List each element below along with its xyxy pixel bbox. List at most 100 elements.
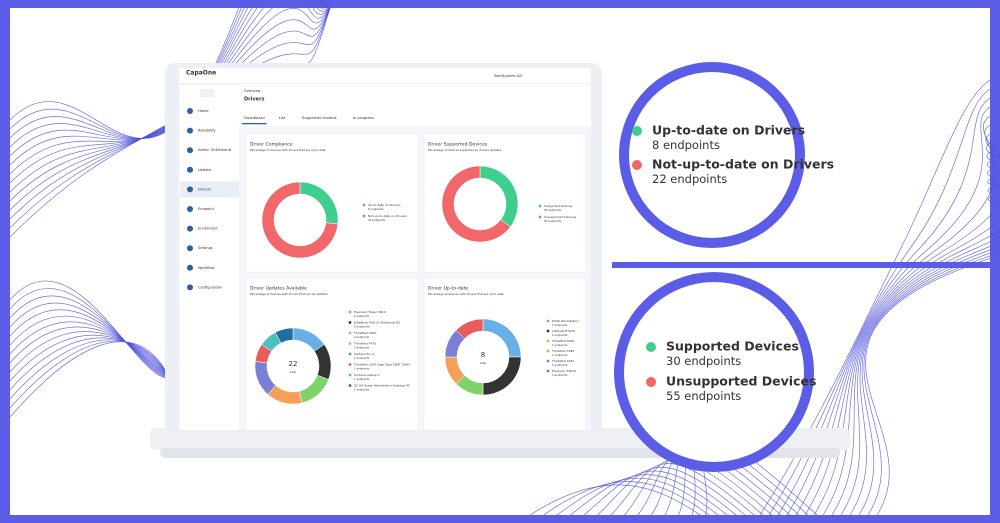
wave-line [9, 0, 331, 184]
nav-icon [187, 127, 193, 134]
legend-count: 1 endpoints [354, 388, 370, 392]
legend-count: 2 endpoints [354, 325, 370, 329]
legend-name: ThinkPad T470 [353, 342, 376, 346]
page-title: Drivers [244, 97, 264, 103]
tab-underline [242, 123, 267, 125]
legend-dot [546, 319, 550, 323]
nav-icon [187, 245, 193, 252]
wave-line [822, 142, 1000, 516]
nav-icon [187, 264, 193, 271]
donut-segment [455, 318, 484, 339]
nav-item[interactable]: Enrollment [198, 227, 218, 231]
nav-icon [187, 186, 193, 193]
legend-dot [348, 321, 352, 324]
legend-count: 8 endpoints [368, 207, 384, 211]
donut-center-caption: total [290, 370, 296, 374]
legend-dot [348, 310, 352, 314]
legend-dot [362, 214, 366, 218]
tab[interactable]: Supported models [302, 115, 337, 120]
nav-item[interactable]: Configuration [198, 285, 222, 289]
callout-dot [632, 160, 642, 170]
panel-subtitle: Percentage of devices with drivers that … [250, 292, 328, 296]
nav-item[interactable]: Reliability [198, 129, 216, 133]
legend-dot [546, 359, 550, 363]
legend-name: ThinkPad X240 [551, 359, 574, 363]
nav-item[interactable]: Settings [198, 246, 213, 250]
legend-dot [538, 215, 542, 219]
legend-dot [546, 339, 550, 343]
tab[interactable]: Dashboard [244, 115, 265, 120]
page-header [239, 84, 591, 126]
legend-name: Latitude E7470 [552, 329, 575, 333]
wave-line [9, 0, 331, 157]
tab[interactable]: List [279, 115, 286, 120]
breadcrumb: Overview [244, 89, 261, 93]
legend-name: Supported Devices [544, 204, 573, 208]
donut-segment [275, 327, 294, 344]
connector-band [612, 262, 1000, 268]
legend-name: Up-to-date on Drivers [368, 203, 401, 207]
legend-count: 55 endpoints [544, 219, 562, 223]
legend-dot [546, 329, 550, 333]
wave-line [9, 0, 331, 139]
tab[interactable]: In progress [353, 115, 374, 120]
wave-line [831, 151, 1000, 516]
legend-count: 2 endpoints [354, 356, 370, 360]
legend-dot [348, 352, 352, 356]
legend-dot [348, 373, 352, 377]
nav-item[interactable]: Endpoint [198, 207, 215, 211]
legend-name: Not-up-to-date on Drivers [368, 214, 407, 218]
legend-count: 2 endpoints [552, 323, 568, 327]
nav-icon [187, 147, 193, 154]
nav-icon [187, 206, 193, 212]
legend-count: 1 endpoints [354, 377, 370, 381]
legend-name: ThinkPad T480 [551, 349, 574, 353]
donut-segment [441, 165, 511, 243]
panel [245, 277, 419, 431]
wave-line [858, 178, 1000, 516]
sidebar [179, 84, 239, 430]
panel-title: Driver Compliance [250, 142, 293, 148]
legend-count: 30 endpoints [544, 208, 562, 212]
legend-dot [348, 363, 352, 366]
legend-dot [362, 203, 366, 207]
legend-name: Surface Pro 4 [354, 352, 374, 356]
nav-item[interactable]: Admin OnDemand [198, 148, 231, 152]
logo-tile [200, 89, 214, 97]
callout-circle [619, 62, 805, 248]
wave-line [9, 0, 331, 148]
panel-subtitle: Percentage of devices supported by drive… [428, 148, 502, 152]
legend-dot [348, 342, 352, 345]
panel-title: Driver Up-to-date [428, 286, 468, 292]
wave-line [9, 0, 331, 139]
nav-item[interactable]: Drivers [198, 187, 211, 191]
nav-item[interactable]: Update [198, 168, 212, 172]
callout-name: Up-to-date on Drivers [652, 123, 805, 138]
donut-center: 8 [481, 351, 485, 359]
legend-name: Precision T3610 [552, 369, 576, 373]
callout-dot [632, 126, 642, 136]
callout-dot [646, 377, 656, 387]
panel-subtitle: Percentage of devices with drivers that … [428, 292, 504, 296]
callout-name: Unsupported Devices [666, 374, 816, 389]
legend-count: 2 endpoints [552, 333, 568, 337]
nav-icon [187, 225, 193, 232]
legend-name: Surface Laptop 2 [354, 373, 380, 377]
wave-line [543, 481, 710, 516]
nav-item[interactable]: Workflow [198, 266, 215, 270]
callout-name: Supported Devices [666, 339, 799, 354]
legend-dot [348, 384, 352, 387]
wave-line [9, 0, 331, 166]
callout-circle [614, 272, 814, 472]
callout-count: 8 endpoints [652, 138, 720, 152]
nav-item[interactable]: Home [198, 109, 209, 113]
legend-count: 22 endpoints [368, 218, 386, 222]
legend-name: EliteBook 840 G3 Notebook PC [354, 321, 400, 325]
legend-count: 2 endpoints [354, 314, 370, 318]
legend-count: 2 endpoints [354, 335, 370, 339]
legend-dot [348, 331, 352, 335]
legend-dot [538, 204, 542, 208]
legend-count: 1 endpoints [354, 367, 370, 371]
